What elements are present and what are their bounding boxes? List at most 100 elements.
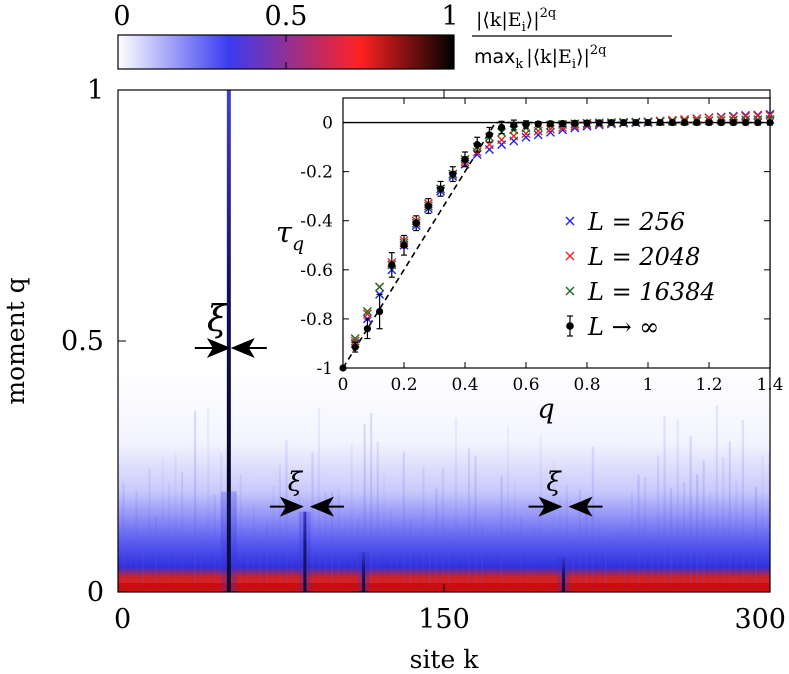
- heatmap-stripe: [487, 534, 490, 592]
- inset-x-label: q: [537, 394, 554, 425]
- heatmap-stripe: [233, 490, 236, 592]
- heatmap-stripe: [272, 486, 275, 592]
- inset-x-tick-label: 0.2: [390, 375, 417, 395]
- heatmap-stripe: [624, 557, 627, 592]
- inset-point-extrapolated: [485, 126, 493, 143]
- heatmap-stripe: [213, 494, 216, 592]
- inset-point-extrapolated: [510, 119, 518, 131]
- inset-x-tick-label: 1.4: [756, 375, 783, 395]
- y-tick-label: 0.5: [61, 326, 104, 357]
- heatmap-stripe: [409, 519, 412, 592]
- xi-label: ξ: [546, 468, 562, 498]
- heatmap-stripe: [448, 541, 451, 592]
- inset-x-tick-label: 0: [338, 375, 349, 395]
- inset-point: [362, 309, 372, 319]
- heatmap-stripe: [604, 549, 608, 592]
- heatmap-stripe: [337, 489, 340, 592]
- heatmap-peak-halo: [357, 551, 370, 592]
- inset-point: [350, 336, 360, 346]
- legend-marker: [565, 251, 575, 261]
- heatmap-stripe: [513, 482, 516, 592]
- inset-point: [533, 130, 543, 140]
- heatmap-stripe: [676, 419, 679, 592]
- heatmap-stripe: [148, 467, 151, 592]
- legend-label: L → ∞: [587, 313, 659, 341]
- heatmap-stripe: [285, 439, 288, 592]
- heatmap-stripe: [559, 497, 562, 592]
- heatmap-stripe: [637, 475, 640, 592]
- inset-point-extrapolated: [681, 118, 689, 127]
- heatmap-stripe: [311, 452, 314, 592]
- heatmap-stripe: [507, 426, 510, 592]
- colorbar-tick-label: 0.5: [265, 1, 308, 32]
- inset-point: [753, 111, 763, 121]
- inset-point-extrapolated: [668, 118, 677, 127]
- legend-marker: [566, 315, 574, 337]
- inset-point-extrapolated: [754, 118, 762, 127]
- inset-y-tick-label: -0.4: [300, 212, 333, 232]
- heatmap-stripe: [187, 533, 190, 592]
- heatmap-stripe: [174, 453, 177, 592]
- inset-x-tick-label: 1: [643, 375, 654, 395]
- inset-point-extrapolated: [449, 166, 457, 183]
- colorbar-tick-label: 1: [441, 1, 458, 32]
- inset-point-extrapolated: [620, 118, 628, 127]
- inset-reference-line: [342, 121, 770, 369]
- heatmap-stripe: [617, 531, 621, 592]
- inset-point: [362, 307, 372, 317]
- inset-point-extrapolated: [717, 118, 725, 127]
- inset-point-extrapolated: [437, 180, 445, 197]
- heatmap-stripe: [357, 518, 360, 592]
- x-tick-label: 300: [734, 604, 786, 635]
- heatmap-stripe: [441, 467, 445, 592]
- heatmap-stripe: [735, 481, 738, 592]
- inset-point-extrapolated: [339, 364, 347, 372]
- heatmap-stripe: [207, 408, 210, 592]
- heatmap-stripe: [383, 472, 386, 592]
- heatmap-stripe: [246, 537, 249, 592]
- heatmap-stripe: [715, 405, 718, 592]
- inset-point-extrapolated: [546, 120, 555, 128]
- heatmap-peak: [562, 556, 566, 592]
- heatmap-stripe: [454, 417, 458, 592]
- inset-background: [342, 97, 771, 369]
- inset-point-extrapolated: [632, 118, 640, 127]
- heatmap-peak-halo: [220, 491, 237, 592]
- y-tick-label: 1: [87, 75, 104, 106]
- heatmap-stripe: [259, 549, 262, 592]
- inset-y-tick-label: 0: [322, 114, 333, 134]
- inset-marks: [339, 109, 775, 372]
- inset-point: [765, 110, 775, 120]
- inset-point-extrapolated: [424, 198, 432, 214]
- heatmap-stripe: [761, 456, 764, 592]
- heatmap-stripe: [278, 465, 282, 592]
- heatmap-stripe: [663, 416, 666, 592]
- xi-label: ξ: [288, 468, 304, 498]
- heatmap-stripe: [598, 518, 601, 592]
- heatmap-stripe: [141, 549, 145, 592]
- inset-point: [497, 135, 507, 145]
- heatmap-peak-halo: [298, 511, 311, 592]
- heatmap-stripe: [252, 505, 255, 592]
- heatmap-stripe: [291, 540, 295, 592]
- heatmap-stripe: [161, 456, 164, 592]
- heatmap-stripe: [122, 483, 125, 592]
- inset-legend: L = 256 L = 2048 L = 16384 L → ∞: [565, 208, 716, 341]
- heatmap-stripe: [298, 489, 301, 592]
- inset-x-tick-label: 0.6: [512, 375, 539, 395]
- inset-point-extrapolated: [473, 136, 481, 153]
- x-axis-label: site k: [410, 645, 480, 674]
- inset-point-extrapolated: [571, 119, 579, 127]
- heatmap-stripe: [565, 485, 568, 592]
- inset-point-extrapolated: [412, 215, 420, 232]
- heatmap-stripe: [402, 451, 405, 592]
- legend-marker: [565, 286, 575, 296]
- inset-point-extrapolated: [583, 119, 591, 127]
- heatmap-stripe: [422, 467, 425, 592]
- heatmap-stripe: [396, 527, 399, 592]
- y-tick-label: 0: [87, 577, 104, 608]
- x-tick-label: 0: [114, 604, 131, 635]
- heatmap-stripe: [428, 547, 431, 592]
- inset-point: [350, 334, 360, 344]
- heatmap-stripe: [389, 509, 392, 592]
